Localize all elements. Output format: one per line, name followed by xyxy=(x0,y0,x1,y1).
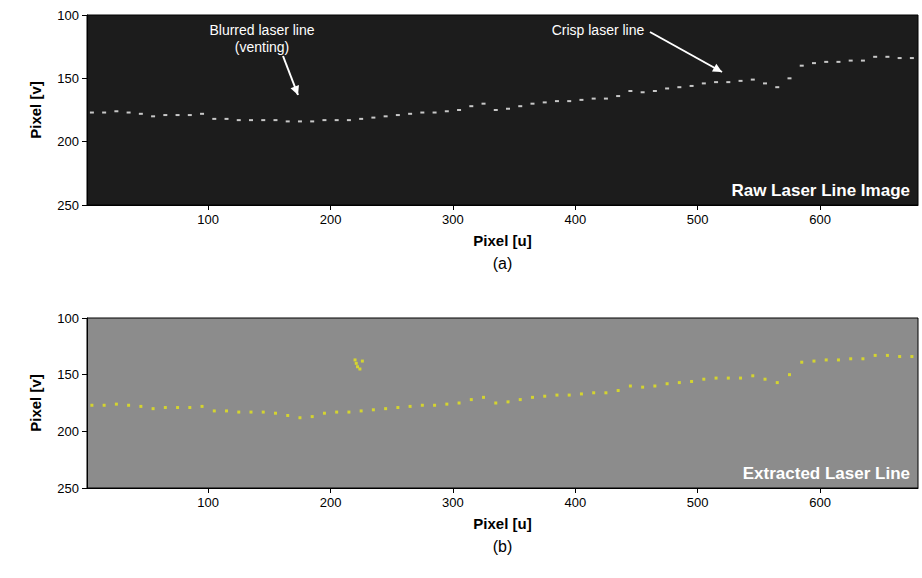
svg-text:400: 400 xyxy=(564,212,586,227)
svg-text:600: 600 xyxy=(809,212,831,227)
svg-text:Pixel [v]: Pixel [v] xyxy=(27,374,44,432)
svg-text:Blurred laser line: Blurred laser line xyxy=(209,22,314,38)
svg-text:150: 150 xyxy=(57,71,79,86)
svg-text:150: 150 xyxy=(57,367,79,382)
svg-text:Raw Laser Line Image: Raw Laser Line Image xyxy=(731,181,910,200)
svg-text:500: 500 xyxy=(687,495,709,510)
svg-text:600: 600 xyxy=(809,495,831,510)
svg-text:Pixel [u]: Pixel [u] xyxy=(473,232,531,249)
svg-text:250: 250 xyxy=(57,481,79,496)
svg-text:250: 250 xyxy=(57,198,79,213)
svg-text:200: 200 xyxy=(320,212,342,227)
svg-text:Crisp laser line: Crisp laser line xyxy=(552,22,645,38)
svg-text:500: 500 xyxy=(687,212,709,227)
svg-text:100: 100 xyxy=(197,495,219,510)
svg-text:(a): (a) xyxy=(493,255,513,272)
svg-text:Pixel [v]: Pixel [v] xyxy=(27,81,44,139)
svg-text:200: 200 xyxy=(320,495,342,510)
svg-text:100: 100 xyxy=(197,212,219,227)
svg-text:100: 100 xyxy=(57,8,79,23)
svg-text:(b): (b) xyxy=(493,538,513,555)
svg-text:200: 200 xyxy=(57,134,79,149)
svg-text:100: 100 xyxy=(57,311,79,326)
svg-text:Pixel [u]: Pixel [u] xyxy=(473,515,531,532)
svg-text:300: 300 xyxy=(442,495,464,510)
svg-text:Extracted Laser Line: Extracted Laser Line xyxy=(743,464,910,483)
svg-text:200: 200 xyxy=(57,424,79,439)
svg-text:(venting): (venting) xyxy=(235,39,289,55)
svg-text:400: 400 xyxy=(564,495,586,510)
svg-text:300: 300 xyxy=(442,212,464,227)
